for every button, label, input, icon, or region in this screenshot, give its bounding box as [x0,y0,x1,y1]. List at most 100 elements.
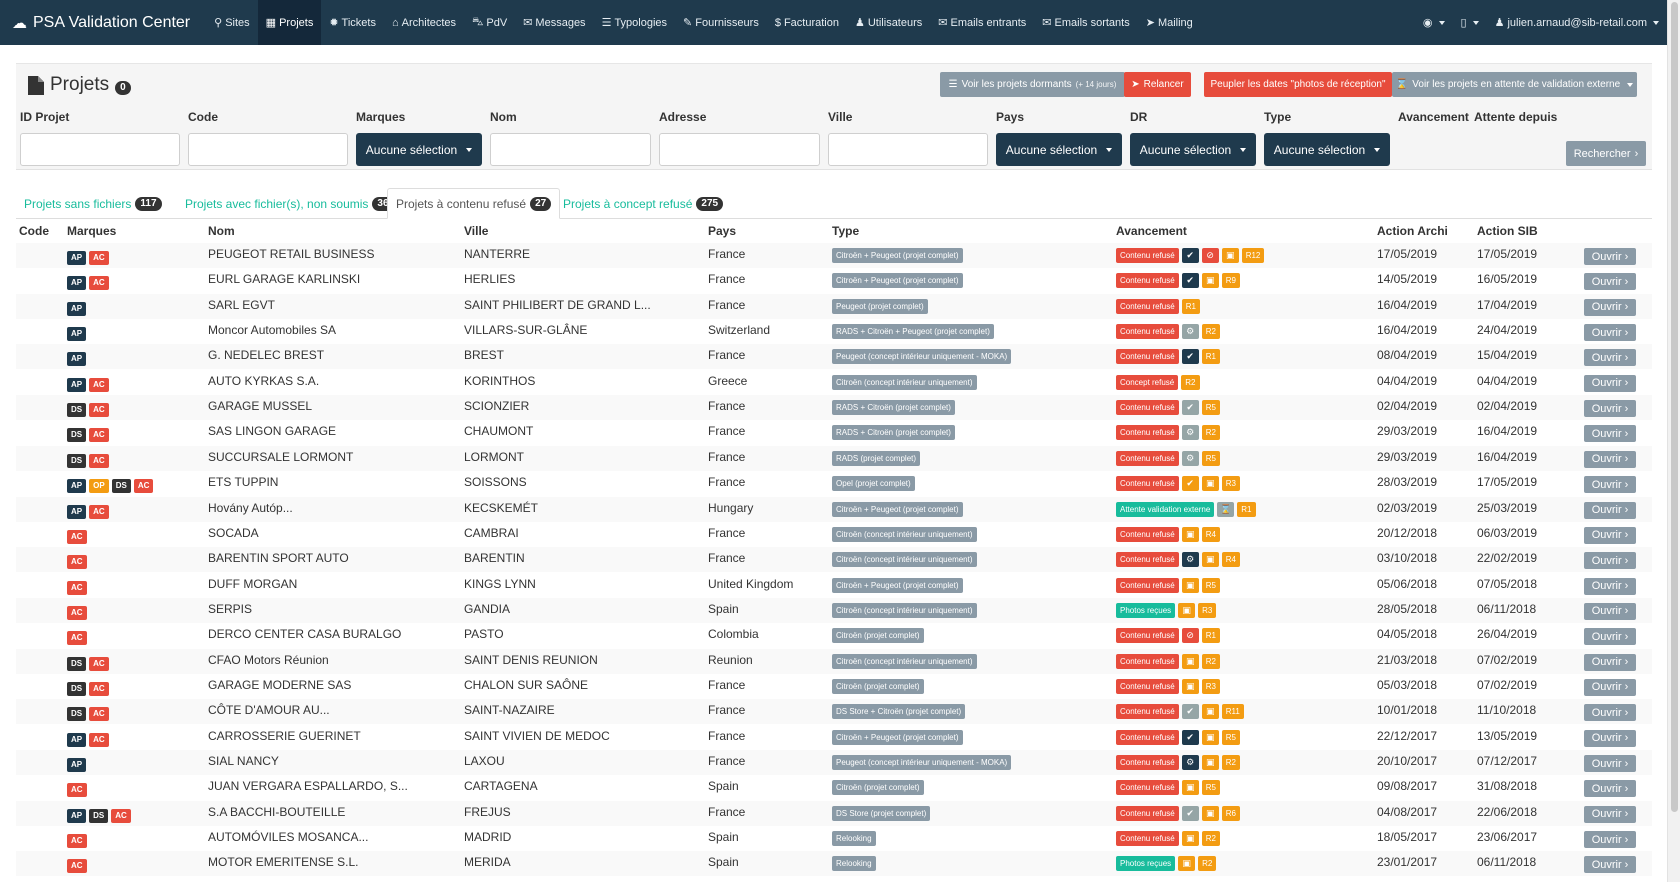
nav-mailing[interactable]: ➤ Mailing [1138,0,1201,45]
col-nom[interactable]: Nom [208,224,235,238]
status-badge: Contenu refusé [1116,653,1179,669]
action-sib-cell: 07/02/2019 [1477,677,1538,692]
open-button[interactable]: Ouvrir › [1584,755,1636,772]
col-action-sib[interactable]: Action SIB [1477,224,1538,238]
device-dropdown[interactable]: ▯ [1453,0,1487,45]
open-button[interactable]: Ouvrir › [1584,425,1636,443]
nav-emails-sortants[interactable]: ✉ Emails sortants [1034,0,1137,45]
user-dropdown[interactable]: ♟ julien.arnaud@sib-retail.com [1487,0,1667,45]
chevron-right-icon: › [1624,529,1629,542]
revision-badge: R2 [1221,755,1240,770]
open-button[interactable]: Ouvrir › [1584,805,1636,823]
open-button[interactable]: Ouvrir › [1584,526,1636,544]
open-button[interactable]: Ouvrir › [1584,476,1636,494]
nav-tickets[interactable]: ✹ Tickets [321,0,384,45]
nav-fournisseurs[interactable]: ✎ Fournisseurs [675,0,767,45]
action-archi-cell: 08/04/2019 [1377,348,1438,363]
dr-select[interactable]: Aucune sélection [1130,133,1256,166]
revision-badge: R3 [1201,678,1220,694]
pays-cell: France [708,677,746,692]
tab-non-soumis[interactable]: Projets avec fichier(s), non soumis 36 [177,188,402,219]
open-button[interactable]: Ouvrir › [1584,831,1636,849]
col-pays[interactable]: Pays [708,224,737,238]
open-button[interactable]: Ouvrir › [1584,374,1636,392]
scrollbar-thumb[interactable] [1671,2,1678,812]
nom-cell: SUCCURSALE LORMONT [208,449,354,464]
type-label: Peugeot (concept intérieur uniquement - … [832,755,1012,770]
open-button[interactable]: Ouvrir › [1584,450,1636,468]
col-avancement[interactable]: Avancement [1116,224,1187,238]
open-button[interactable]: Ouvrir › [1584,729,1636,747]
nav-pdv[interactable]: ⛍ PdV [464,0,515,45]
open-button[interactable]: Ouvrir › [1584,273,1636,291]
pays-select[interactable]: Aucune sélection [996,133,1122,166]
visibility-dropdown[interactable]: ◉ [1415,0,1453,45]
col-code[interactable]: Code [19,224,49,238]
open-button[interactable]: Ouvrir › [1584,400,1636,418]
open-button[interactable]: Ouvrir › [1584,602,1636,620]
tab-contenu-refuse[interactable]: Projets à contenu refusé 27 [387,188,561,219]
ville-input[interactable] [828,133,988,166]
type-label: Citroën (concept intérieur uniquement) [832,602,977,618]
nom-input[interactable] [490,133,651,166]
nav-projets[interactable]: ▦ Projets [257,0,322,45]
nav-messages[interactable]: ✉ Messages [515,0,593,45]
open-button[interactable]: Ouvrir › [1584,501,1636,519]
brand-badge: AC [89,656,109,671]
brand[interactable]: ☁ PSA Validation Center [0,0,204,45]
open-button[interactable]: Ouvrir › [1584,349,1636,367]
type-label: Citroën (concept intérieur uniquement) [832,552,977,568]
status-badge: Contenu refusé [1116,400,1179,416]
col-type[interactable]: Type [832,224,860,238]
brand-badge: AC [67,834,87,849]
nav-utilisateurs[interactable]: ♟ Utilisateurs [847,0,930,45]
chevron-right-icon: › [1624,858,1629,871]
revision-badge: R1 [1201,349,1220,365]
open-button[interactable]: Ouvrir › [1584,678,1636,696]
search-button[interactable]: Rechercher › [1566,141,1646,166]
open-button[interactable]: Ouvrir › [1584,577,1636,595]
marques-cell: AC [67,579,90,595]
pays-cell: France [708,348,746,363]
dormant-projects-button[interactable]: ☰ Voir les projets dormants (+ 14 jours) [940,72,1125,97]
avancement-cell: Contenu refusé ⚙ ▣ R2 [1116,755,1240,770]
open-button[interactable]: Ouvrir › [1584,552,1636,570]
col-ville[interactable]: Ville [464,224,489,238]
gear-icon: ⚙ [1181,755,1199,770]
nav-typologies[interactable]: ☰ Typologies [594,0,675,45]
nav-architectes[interactable]: ⌂ Architectes [384,0,464,45]
nav-facturation[interactable]: $ Facturation [767,0,847,45]
code-input[interactable] [188,133,348,166]
action-archi-cell: 17/05/2019 [1377,247,1438,261]
marques-select[interactable]: Aucune sélection [356,133,482,166]
open-button[interactable]: Ouvrir › [1584,780,1636,798]
col-action-archi[interactable]: Action Archi [1377,224,1448,238]
external-validation-dropdown[interactable]: ⌛ Voir les projets en attente de validati… [1392,72,1637,97]
tab-sans-fichiers[interactable]: Projets sans fichiers 117 [16,188,170,219]
brand-badge: AP [67,301,87,316]
page-scrollbar[interactable] [1667,0,1680,882]
open-button[interactable]: Ouvrir › [1584,298,1636,316]
open-button[interactable]: Ouvrir › [1584,856,1636,874]
adresse-input[interactable] [659,133,820,166]
check-icon: ✔ [1181,805,1199,821]
marques-cell: AP [67,350,89,367]
type-select[interactable]: Aucune sélection [1264,133,1390,166]
open-button[interactable]: Ouvrir › [1584,628,1636,646]
relaunch-button[interactable]: ➤ Relancer [1124,72,1191,97]
marques-cell: AC [67,781,90,798]
avancement-cell: Contenu refusé ▣ R4 [1116,526,1220,542]
tab-concept-refuse[interactable]: Projets à concept refusé 275 [555,188,731,219]
col-marques[interactable]: Marques [67,224,117,238]
open-button[interactable]: Ouvrir › [1584,704,1636,722]
nom-cell: Hovány Autóp... [208,500,293,515]
open-button[interactable]: Ouvrir › [1584,324,1636,342]
id-projet-input[interactable] [20,133,180,166]
nav-sites[interactable]: ⚲ Sites [206,0,258,45]
open-button[interactable]: Ouvrir › [1584,248,1636,265]
populate-dates-button[interactable]: Peupler les dates "photos de réception" [1204,72,1392,97]
open-label: Ouvrir [1591,833,1622,846]
nav-emails-entrants[interactable]: ✉ Emails entrants [930,0,1034,45]
open-button[interactable]: Ouvrir › [1584,653,1636,671]
status-badge: Contenu refusé [1116,755,1179,770]
